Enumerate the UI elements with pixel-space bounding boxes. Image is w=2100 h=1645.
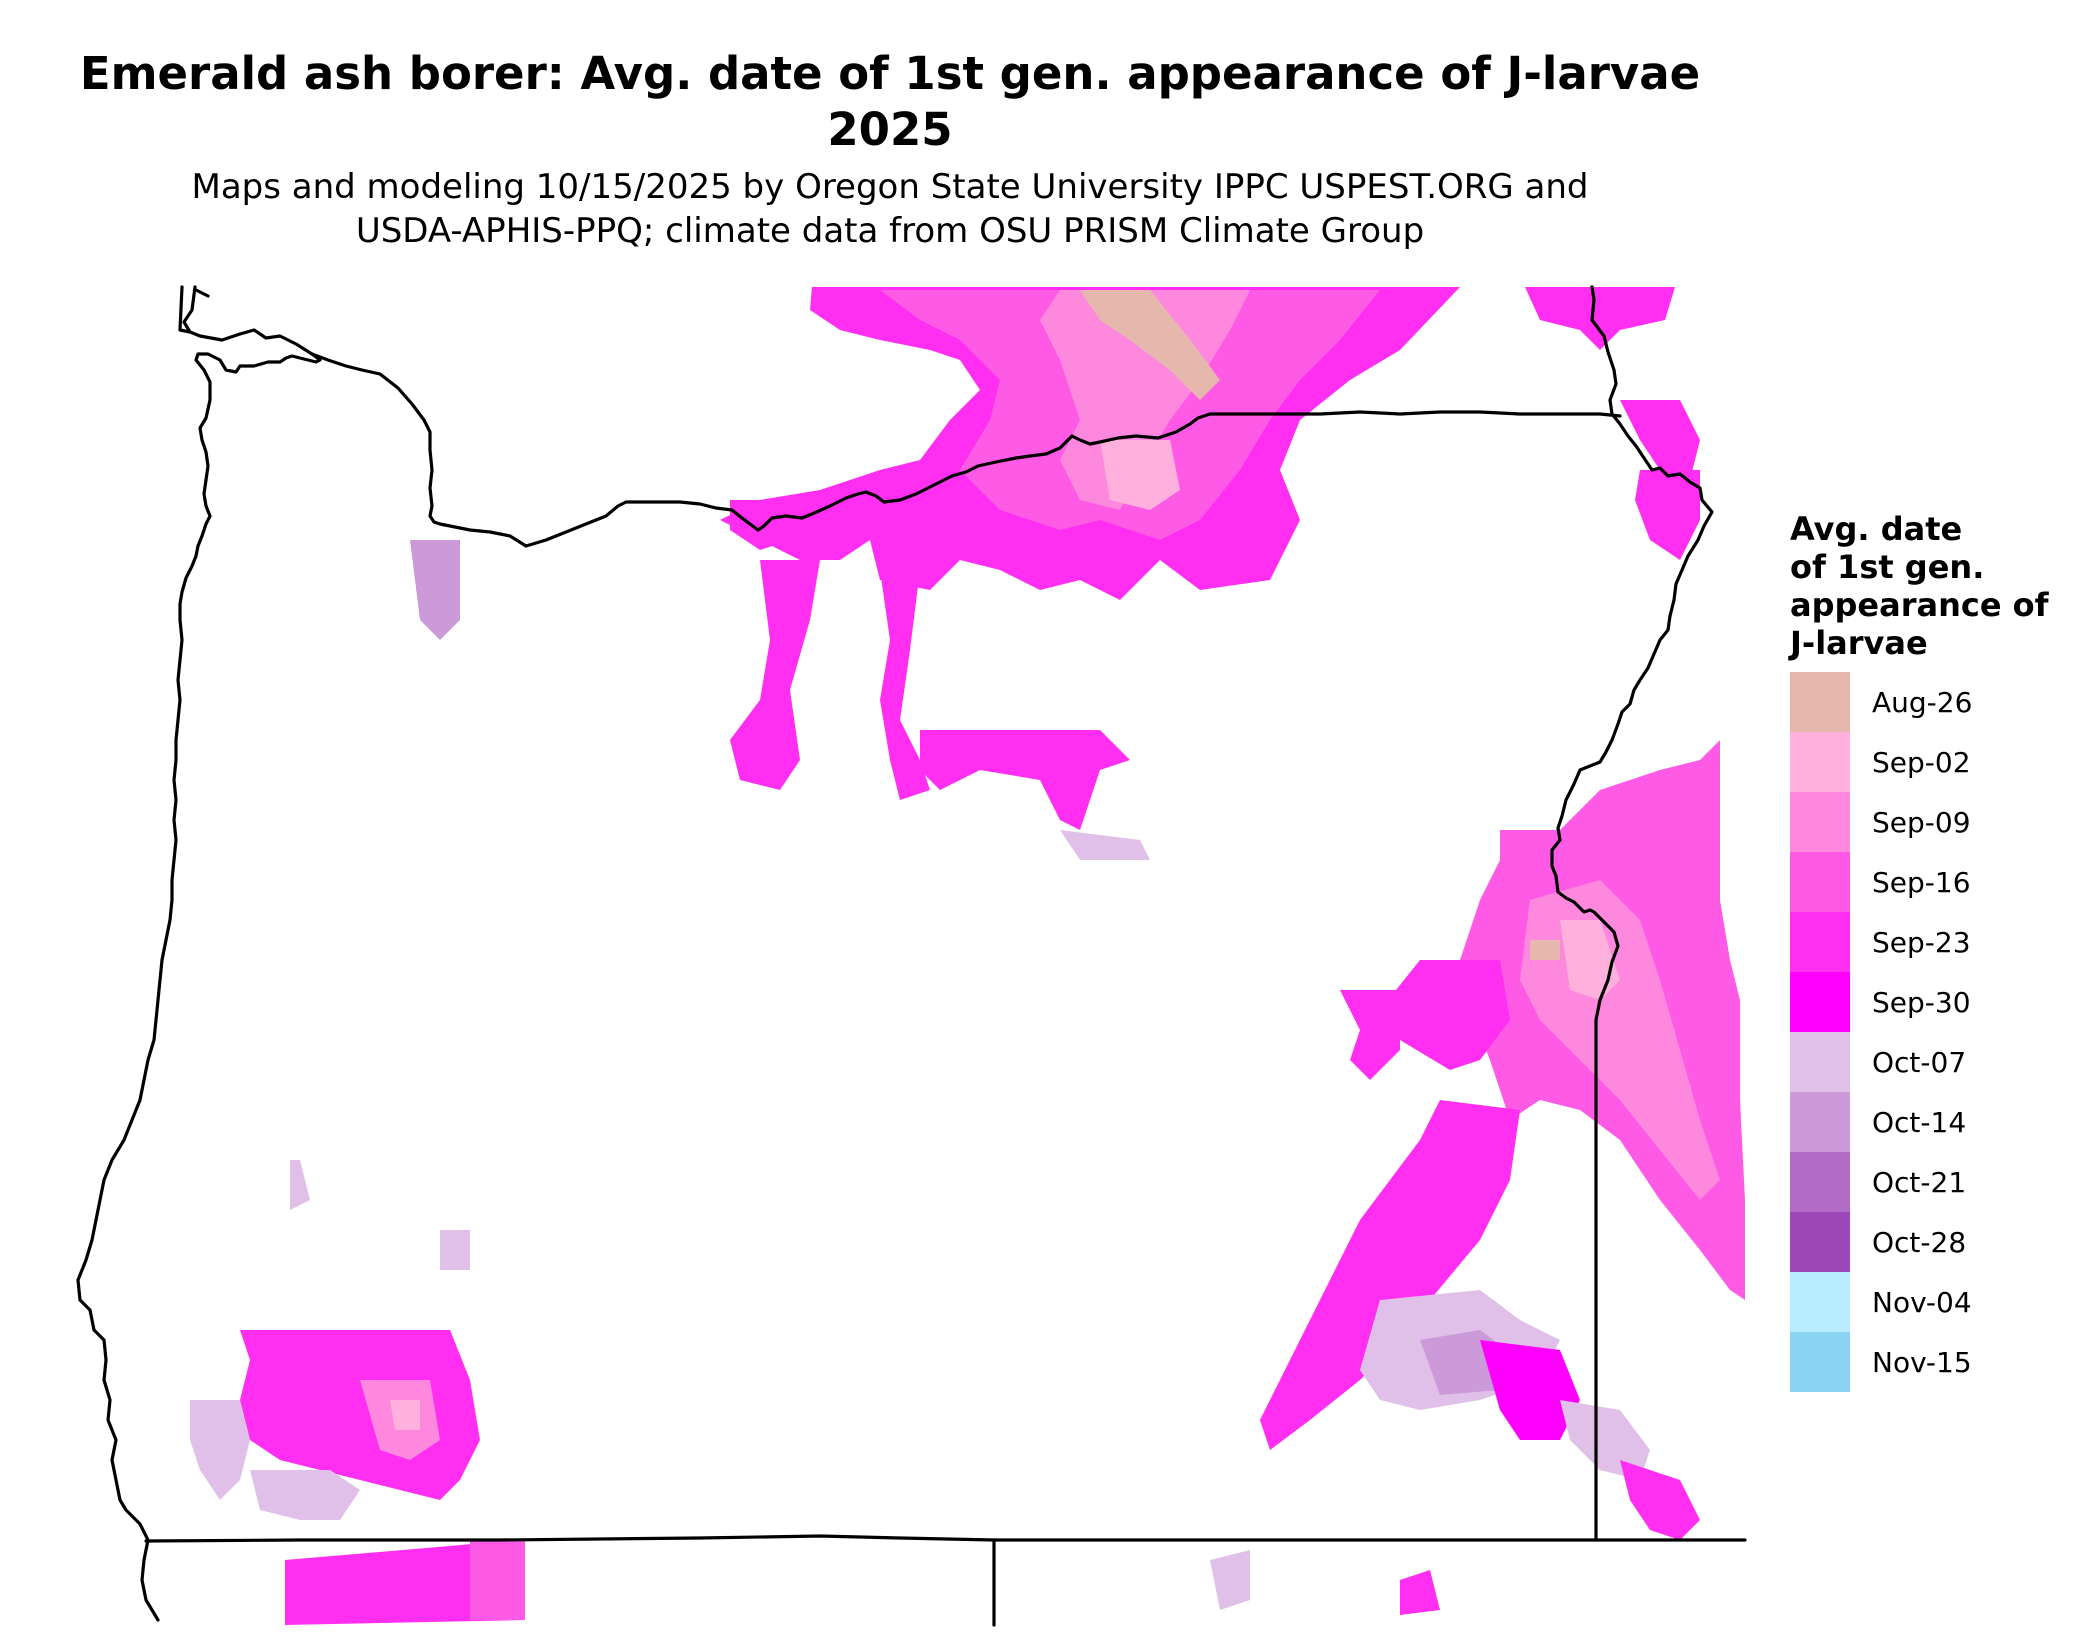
phenology-zone xyxy=(1210,1550,1250,1610)
phenology-zone xyxy=(1530,940,1560,960)
phenology-zone xyxy=(1560,1400,1650,1480)
legend-title-line: J-larvae xyxy=(1790,624,1928,662)
phenology-zone xyxy=(1380,960,1510,1070)
phenology-zone xyxy=(240,1330,480,1500)
map-subtitle-line1: Maps and modeling 10/15/2025 by Oregon S… xyxy=(191,167,1589,207)
southern-boundary xyxy=(144,1534,1747,1543)
legend-item: Oct-21 xyxy=(1790,1152,2090,1212)
legend-label: Sep-16 xyxy=(1872,866,1971,899)
legend-label: Oct-28 xyxy=(1872,1226,1967,1259)
legend-swatch xyxy=(1790,732,1850,792)
legend-item: Sep-30 xyxy=(1790,972,2090,1032)
legend-item: Sep-16 xyxy=(1790,852,2090,912)
phenology-zone xyxy=(1080,290,1220,400)
phenology-zone xyxy=(1060,830,1150,860)
map-subtitle-line2: USDA-APHIS-PPQ; climate data from OSU PR… xyxy=(355,211,1425,251)
phenology-zone xyxy=(1620,400,1700,480)
legend-label: Oct-21 xyxy=(1872,1166,1967,1199)
phenology-zones xyxy=(190,287,1745,1625)
legend-item: Sep-09 xyxy=(1790,792,2090,852)
legend-label: Nov-15 xyxy=(1872,1346,1972,1379)
legend-label: Sep-02 xyxy=(1872,746,1971,779)
phenology-zone xyxy=(1525,287,1675,350)
phenology-zone xyxy=(1100,440,1180,510)
phenology-zone xyxy=(1560,920,1620,1000)
legend-title-line: appearance of xyxy=(1790,586,2049,624)
phenology-zone xyxy=(1480,1340,1580,1440)
state-boundaries xyxy=(76,285,1747,1627)
phenology-zone xyxy=(190,1400,250,1500)
legend-label: Sep-09 xyxy=(1872,806,1971,839)
legend-swatch xyxy=(1790,792,1850,852)
legend-label: Sep-30 xyxy=(1872,986,1971,1019)
phenology-zone xyxy=(1340,990,1400,1080)
phenology-zone xyxy=(285,1540,525,1625)
phenology-zone xyxy=(470,1540,525,1620)
legend-title: Avg. date of 1st gen. appearance of J-larva… xyxy=(1790,510,2090,662)
phenology-zone xyxy=(1400,1570,1440,1615)
legend-swatch xyxy=(1790,672,1850,732)
map-title-year: 2025 xyxy=(827,103,953,156)
legend-swatch xyxy=(1790,1272,1850,1332)
legend-swatch xyxy=(1790,1092,1850,1152)
legend-item: Sep-02 xyxy=(1790,732,2090,792)
phenology-zone xyxy=(880,570,930,800)
phenology-zone xyxy=(440,1230,470,1270)
idaho-boundary xyxy=(1550,285,1714,1542)
legend-swatch xyxy=(1790,1032,1850,1092)
oregon-north-coast-stub xyxy=(178,285,192,334)
legend-swatch xyxy=(1790,1332,1850,1392)
legend-label: Oct-14 xyxy=(1872,1106,1967,1139)
phenology-zone xyxy=(730,560,820,790)
legend-label: Oct-07 xyxy=(1872,1046,1967,1079)
legend-label: Nov-04 xyxy=(1872,1286,1972,1319)
phenology-zone xyxy=(1635,470,1700,560)
columbia-river-boundary xyxy=(310,352,1622,548)
phenology-zone xyxy=(1040,290,1250,510)
oregon-outline xyxy=(76,285,322,1622)
phenology-zone xyxy=(1260,1100,1520,1450)
legend-item: Sep-23 xyxy=(1790,912,2090,972)
phenology-zone xyxy=(250,1470,360,1520)
phenology-zone xyxy=(390,1400,420,1430)
legend-swatch xyxy=(1790,912,1850,972)
oregon-north-coast-stub-2 xyxy=(194,288,210,298)
legend-swatch xyxy=(1790,972,1850,1032)
legend-item: Oct-07 xyxy=(1790,1032,2090,1092)
legend-item: Aug-26 xyxy=(1790,672,2090,732)
phenology-zone xyxy=(920,730,1130,830)
legend-label: Sep-23 xyxy=(1872,926,1971,959)
legend-swatch xyxy=(1790,1152,1850,1212)
legend-item: Nov-04 xyxy=(1790,1272,2090,1332)
phenology-zone xyxy=(410,540,460,640)
legend-label: Aug-26 xyxy=(1872,686,1973,719)
phenology-zone xyxy=(290,1160,310,1210)
legend-item: Oct-14 xyxy=(1790,1092,2090,1152)
phenology-zone xyxy=(1620,1460,1700,1540)
legend-swatch xyxy=(1790,1212,1850,1272)
legend-item: Nov-15 xyxy=(1790,1332,2090,1392)
map-title: Emerald ash borer: Avg. date of 1st gen.… xyxy=(79,47,1701,100)
legend-swatch xyxy=(1790,852,1850,912)
legend-title-line: of 1st gen. xyxy=(1790,548,1985,586)
legend-title-line: Avg. date xyxy=(1790,510,1963,548)
legend-item: Oct-28 xyxy=(1790,1212,2090,1272)
